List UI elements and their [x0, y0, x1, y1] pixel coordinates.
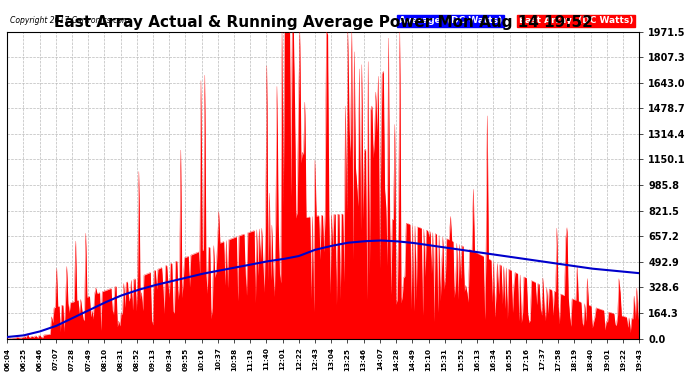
Text: East Array  (DC Watts): East Array (DC Watts) [519, 16, 633, 26]
Title: East Array Actual & Running Average Power Mon Aug 14 19:52: East Array Actual & Running Average Powe… [54, 15, 593, 30]
Text: Copyright 2017 Cartronics.com: Copyright 2017 Cartronics.com [10, 16, 130, 26]
Text: Average  (DC Watts): Average (DC Watts) [399, 16, 502, 26]
